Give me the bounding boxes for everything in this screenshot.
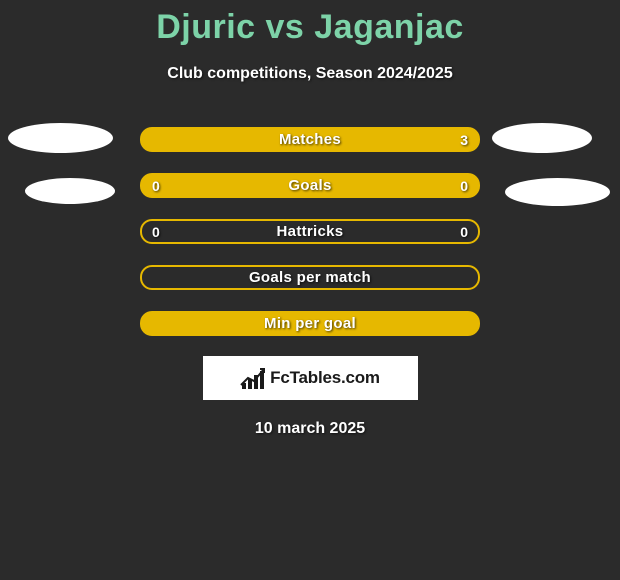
player-a-flag-2 [25,178,115,204]
stat-row-goals: 0 Goals 0 [140,173,480,198]
stat-right-value: 0 [460,224,468,240]
stat-row-goals-per-match: Goals per match [140,265,480,290]
stat-right-value: 0 [460,178,468,194]
brand-chart-icon [240,367,266,389]
player-b-flag-2 [505,178,610,206]
stat-row-hattricks: 0 Hattricks 0 [140,219,480,244]
stat-label: Min per goal [264,315,356,332]
player-b-flag-1 [492,123,592,153]
brand-label: FcTables.com [270,368,380,388]
stat-label: Goals [288,177,331,194]
brand-badge: FcTables.com [203,356,418,400]
stats-container: Matches 3 0 Goals 0 0 Hattricks 0 Goals … [0,127,620,336]
stat-left-value: 0 [152,178,160,194]
stat-label: Hattricks [277,223,344,240]
player-a-flag-1 [8,123,113,153]
stat-right-value: 3 [460,132,468,148]
stat-left-value: 0 [152,224,160,240]
stat-label: Matches [279,131,341,148]
stat-row-matches: Matches 3 [140,127,480,152]
date-label: 10 march 2025 [0,420,620,438]
stat-row-min-per-goal: Min per goal [140,311,480,336]
subtitle: Club competitions, Season 2024/2025 [0,65,620,83]
page-title: Djuric vs Jaganjac [0,0,620,47]
stat-label: Goals per match [249,269,371,286]
